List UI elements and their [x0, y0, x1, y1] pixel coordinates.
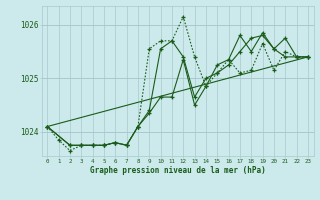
- X-axis label: Graphe pression niveau de la mer (hPa): Graphe pression niveau de la mer (hPa): [90, 166, 266, 175]
